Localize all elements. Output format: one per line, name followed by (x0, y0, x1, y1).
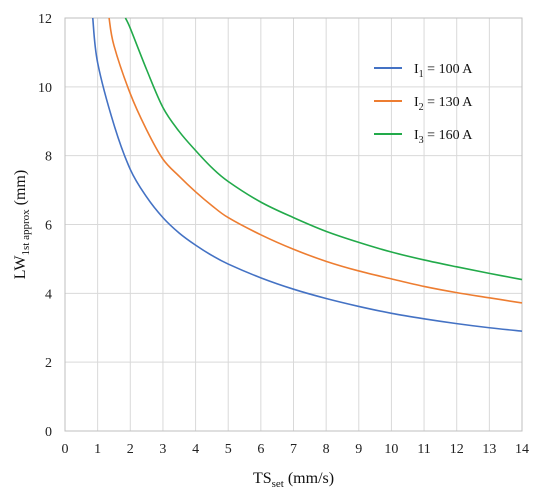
x-tick-label: 4 (192, 442, 199, 457)
y-tick-label: 6 (45, 219, 52, 234)
x-tick-label: 5 (225, 442, 232, 457)
legend-label: I3 = 160 A (414, 128, 473, 146)
x-tick-label: 7 (290, 442, 297, 457)
series-line-1 (91, 17, 523, 332)
x-tick-label: 13 (482, 442, 496, 457)
x-axis-title-sub: set (272, 478, 284, 490)
y-tick-label: 2 (45, 356, 52, 371)
legend-item-3: I3 = 160 A (374, 128, 473, 146)
legend-label: I1 = 100 A (414, 62, 473, 80)
y-tick-label: 8 (45, 150, 52, 165)
x-axis-title-unit: (mm/s) (284, 470, 334, 487)
x-tick-label: 11 (417, 442, 430, 457)
gridlines (64, 17, 523, 432)
x-tick-label: 1 (94, 442, 101, 457)
x-axis-title-main: TS (253, 470, 272, 487)
series-lines (91, 17, 523, 332)
x-tick-label: 10 (384, 442, 398, 457)
legend-item-2: I2 = 130 A (374, 95, 473, 113)
y-axis-title-sub: 1st approx (20, 209, 32, 256)
series-line-3 (124, 17, 523, 281)
x-tick-label: 14 (515, 442, 529, 457)
legend: I1 = 100 A I2 = 130 A I3 = 160 A (374, 62, 473, 146)
x-tick-label: 12 (450, 442, 464, 457)
plot-area (64, 17, 523, 432)
x-tick-label: 0 (62, 442, 69, 457)
y-tick-label: 4 (45, 287, 52, 302)
series-line-2 (108, 17, 523, 304)
x-tick-label: 6 (257, 442, 264, 457)
x-tick-label: 8 (323, 442, 330, 457)
x-tick-label: 9 (355, 442, 362, 457)
y-axis-title: LW1st approx (mm) (12, 170, 32, 279)
x-axis-title: TSset (mm/s) (253, 470, 334, 490)
y-tick-label: 10 (38, 81, 52, 96)
y-axis-title-unit: (mm) (12, 170, 29, 210)
legend-item-1: I1 = 100 A (374, 62, 473, 80)
x-tick-label: 3 (159, 442, 166, 457)
x-tick-label: 2 (127, 442, 134, 457)
y-tick-label: 12 (38, 12, 52, 27)
y-axis-title-main: LW (12, 255, 29, 280)
legend-label: I2 = 130 A (414, 95, 473, 113)
y-tick-label: 0 (45, 425, 52, 440)
